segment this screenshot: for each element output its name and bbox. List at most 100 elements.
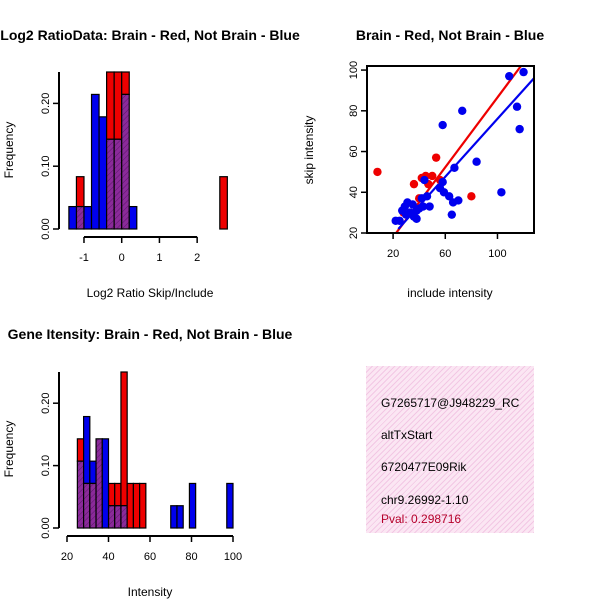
c1-x-tick-label: 100 <box>488 248 506 260</box>
c2-red-bar <box>139 482 147 529</box>
c1-blue-point <box>454 196 463 205</box>
c2-red-bar <box>120 371 128 507</box>
c1-blue-point <box>425 202 434 211</box>
c1-red-point <box>467 192 476 201</box>
c1-blue-point <box>420 175 429 185</box>
c2-y-tick-label: 0.20 <box>40 392 52 413</box>
c2-overlap-bar <box>107 505 116 529</box>
c2-overlap-bar <box>82 482 91 529</box>
c2-overlap-bar <box>89 482 97 529</box>
c0-x-tick-label: 2 <box>194 252 200 264</box>
chart2-title: Brain - Red, Not Brain - Blue <box>356 27 544 43</box>
c1-blue-point <box>450 163 459 173</box>
c0-blue-bar <box>128 205 138 230</box>
c1-y-tick-label: 40 <box>348 186 360 198</box>
c1-blue-point <box>458 106 467 116</box>
c2-x-tick-label: 20 <box>61 551 73 563</box>
event-type-text: altTxStart <box>381 428 433 442</box>
c1-blue-point <box>505 71 514 81</box>
c1-blue-point <box>472 157 481 166</box>
location-text: chr9.26992-1.10 <box>381 493 469 507</box>
c2-x-tick-label: 100 <box>224 551 242 563</box>
c2-overlap-bar <box>95 438 103 529</box>
c1-blue-point <box>418 202 428 211</box>
chart1-title: Log2 RatioData: Brain - Red, Not Brain -… <box>0 27 300 43</box>
c2-y-tick-label: 0.10 <box>40 455 52 476</box>
c0-red-bar <box>75 176 85 208</box>
c2-red-bar <box>126 482 135 529</box>
c2-blue-bar <box>82 415 91 485</box>
c0-overlap-bar <box>106 138 115 230</box>
c0-y-tick-label: 0.20 <box>40 93 52 114</box>
c2-red-bar <box>132 482 141 529</box>
c2-y-tick-label: 0.00 <box>40 517 52 538</box>
c0-x-tick-label: -1 <box>79 252 89 264</box>
intensity-scatter-plot: Brain - Red, Not Brain - Blue skip inten… <box>302 27 544 300</box>
c1-blue-point <box>438 177 447 187</box>
c0-blue-bar <box>68 205 78 230</box>
c0-y-tick-label: 0.10 <box>40 155 52 176</box>
c1-y-tick-label: 60 <box>348 145 360 157</box>
c2-blue-bar <box>176 505 184 529</box>
c1-blue-point <box>422 192 432 201</box>
c0-blue-bar <box>90 93 100 230</box>
c2-blue-bar <box>89 460 97 485</box>
c1-blue-point <box>512 102 522 111</box>
c1-blue-point <box>497 188 506 197</box>
c1-red-point <box>373 167 382 177</box>
c1-blue-point <box>412 214 421 223</box>
c1-y-tick-label: 100 <box>348 61 360 79</box>
c1-blue-point <box>408 200 417 209</box>
c0-overlap-bar <box>113 138 123 230</box>
chart3-title: Gene Itensity: Brain - Red, Not Brain - … <box>8 326 293 342</box>
c1-blue-point <box>515 124 524 134</box>
log2-ratio-histogram: Log2 RatioData: Brain - Red, Not Brain -… <box>0 27 300 300</box>
c1-blue-point <box>444 192 454 201</box>
c0-y-tick-label: 0.00 <box>40 218 52 239</box>
c2-x-tick-label: 80 <box>185 551 197 563</box>
chart3-xlabel: Intensity <box>128 585 173 599</box>
c0-overlap-bar <box>121 93 130 230</box>
c1-blue-point <box>519 67 528 77</box>
chart1-xlabel: Log2 Ratio Skip/Include <box>87 286 214 300</box>
chart2-ylabel: skip intensity <box>302 116 316 185</box>
probe-id-text: G7265717@J948229_RC <box>381 396 520 410</box>
c1-blue-point <box>438 120 447 130</box>
c2-blue-bar <box>188 482 197 529</box>
event-info-panel: G7265717@J948229_RC altTxStart 6720477E0… <box>366 366 534 533</box>
c1-red-point <box>428 171 437 181</box>
c1-red-point <box>431 153 441 162</box>
c2-blue-bar <box>226 482 234 529</box>
gene-name-text: 6720477E09Rik <box>381 460 467 474</box>
c2-red-bar <box>107 482 116 507</box>
c1-blue-point <box>395 216 404 225</box>
c0-red-bar <box>106 71 115 140</box>
c0-blue-bar <box>98 116 108 230</box>
chart2-xlabel: include intensity <box>407 286 492 300</box>
c0-red-bar <box>219 176 228 230</box>
c2-x-tick-label: 60 <box>144 551 156 563</box>
pval-text: Pval: 0.298716 <box>381 512 462 526</box>
c2-red-bar <box>114 482 122 507</box>
c1-y-tick-label: 20 <box>348 227 360 239</box>
c1-blue-point <box>447 210 457 219</box>
c2-red-bar <box>76 438 85 462</box>
c0-x-tick-label: 0 <box>119 252 125 264</box>
c2-overlap-bar <box>120 505 128 529</box>
c1-y-tick-label: 80 <box>348 105 360 117</box>
chart3-ylabel: Frequency <box>2 421 16 478</box>
c0-red-bar <box>113 71 123 140</box>
gene-intensity-histogram: Gene Itensity: Brain - Red, Not Brain - … <box>2 326 293 599</box>
c2-blue-bar <box>170 505 178 529</box>
c0-blue-bar <box>83 205 93 230</box>
c2-overlap-bar <box>114 505 122 529</box>
c0-x-tick-label: 1 <box>156 252 162 264</box>
c1-x-tick-label: 60 <box>439 248 451 260</box>
c2-x-tick-label: 40 <box>102 551 114 563</box>
c1-red-point <box>409 179 419 189</box>
c1-x-tick-label: 20 <box>387 248 399 260</box>
c2-overlap-bar <box>76 460 85 529</box>
c0-overlap-bar <box>75 205 85 230</box>
chart1-ylabel: Frequency <box>2 122 16 179</box>
